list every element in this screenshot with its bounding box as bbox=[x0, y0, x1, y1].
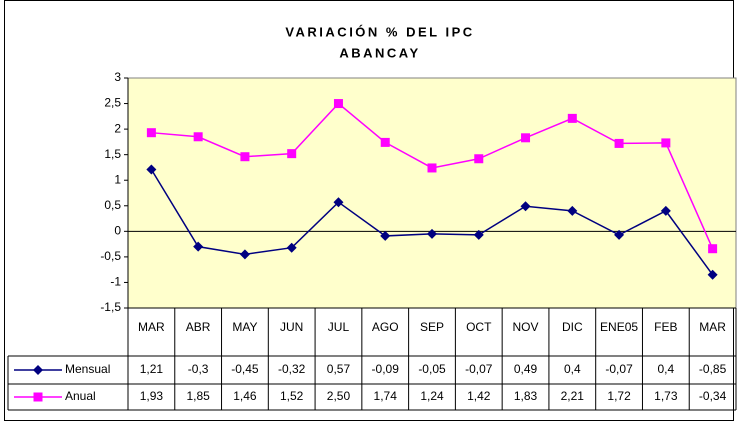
data-table-value: 1,21 bbox=[140, 362, 164, 376]
x-tick-label: FEB bbox=[654, 320, 677, 334]
marker bbox=[193, 132, 203, 142]
marker bbox=[146, 164, 157, 175]
chart-title: VARIACIÓN % DEL IPC bbox=[285, 24, 474, 39]
y-tick-label: -0,5 bbox=[100, 249, 121, 263]
marker bbox=[287, 149, 297, 159]
x-tick-label: SEP bbox=[420, 320, 444, 334]
marker bbox=[333, 99, 343, 109]
data-table-value: 0,57 bbox=[327, 362, 351, 376]
marker bbox=[567, 113, 577, 123]
legend-label: Anual bbox=[65, 389, 96, 403]
y-tick-label: 1,5 bbox=[104, 147, 121, 161]
data-table-value: 1,52 bbox=[280, 389, 304, 403]
data-table-value: -0,05 bbox=[418, 362, 446, 376]
data-table-value: 1,93 bbox=[140, 389, 164, 403]
plot-area bbox=[127, 77, 737, 309]
data-table-value: 1,72 bbox=[607, 389, 631, 403]
marker bbox=[474, 154, 484, 164]
data-table-value: -0,34 bbox=[699, 389, 727, 403]
y-tick-label: 0,5 bbox=[104, 198, 121, 212]
y-tick-label: -1 bbox=[110, 275, 121, 289]
data-table-value: 1,46 bbox=[233, 389, 257, 403]
y-tick-label: 3 bbox=[114, 70, 121, 84]
x-tick-label: ENE05 bbox=[600, 320, 638, 334]
marker bbox=[521, 133, 531, 143]
marker bbox=[660, 205, 671, 216]
marker bbox=[333, 197, 344, 208]
data-table-value: 1,24 bbox=[420, 389, 444, 403]
marker bbox=[427, 163, 437, 173]
x-tick-label: NOV bbox=[513, 320, 539, 334]
x-tick-label: JUN bbox=[280, 320, 303, 334]
marker bbox=[567, 205, 578, 216]
data-table-value: -0,3 bbox=[188, 362, 209, 376]
data-table-value: 1,85 bbox=[186, 389, 210, 403]
marker bbox=[708, 244, 718, 254]
data-table-value: 2,50 bbox=[327, 389, 351, 403]
data-table-value: 0,49 bbox=[514, 362, 538, 376]
x-tick-label: MAY bbox=[232, 320, 257, 334]
y-tick-label: 0 bbox=[114, 224, 121, 238]
data-table-value: -0,32 bbox=[278, 362, 306, 376]
data-table-value: 1,73 bbox=[654, 389, 678, 403]
x-tick-label: OCT bbox=[466, 320, 492, 334]
marker bbox=[286, 242, 297, 253]
data-table-value: -0,09 bbox=[372, 362, 400, 376]
x-tick-label: DIC bbox=[562, 320, 583, 334]
marker bbox=[193, 241, 204, 252]
data-table-value: -0,07 bbox=[465, 362, 493, 376]
marker bbox=[473, 229, 484, 240]
marker bbox=[33, 392, 43, 402]
marker bbox=[707, 269, 718, 280]
x-tick-label: MAR bbox=[138, 320, 165, 334]
data-table-value: 1,42 bbox=[467, 389, 491, 403]
marker bbox=[520, 201, 531, 212]
legend-label: Mensual bbox=[65, 362, 110, 376]
x-tick-label: JUL bbox=[328, 320, 350, 334]
data-table-value: 1,74 bbox=[374, 389, 398, 403]
marker bbox=[33, 365, 43, 375]
x-tick-label: ABR bbox=[186, 320, 211, 334]
marker bbox=[380, 137, 390, 147]
marker bbox=[661, 138, 671, 148]
data-table-value: 0,4 bbox=[564, 362, 581, 376]
data-table-value: -0,45 bbox=[231, 362, 259, 376]
marker bbox=[146, 128, 156, 138]
data-table-value: 2,21 bbox=[561, 389, 585, 403]
marker bbox=[427, 228, 437, 239]
data-table-value: 0,4 bbox=[658, 362, 675, 376]
data-table-value: -0,07 bbox=[605, 362, 633, 376]
y-tick-label: 1 bbox=[114, 172, 121, 186]
marker bbox=[614, 138, 624, 148]
x-tick-label: AGO bbox=[372, 320, 399, 334]
marker bbox=[614, 229, 625, 240]
y-tick-label: 2,5 bbox=[104, 96, 121, 110]
marker bbox=[380, 230, 391, 241]
y-tick-label: -1,5 bbox=[100, 300, 121, 314]
data-table-value: 1,83 bbox=[514, 389, 538, 403]
x-tick-label: MAR bbox=[699, 320, 726, 334]
marker bbox=[239, 249, 250, 260]
chart-subtitle: ABANCAY bbox=[339, 45, 420, 60]
marker bbox=[240, 152, 250, 162]
y-tick-label: 2 bbox=[114, 121, 121, 135]
data-table-value: -0,85 bbox=[699, 362, 727, 376]
